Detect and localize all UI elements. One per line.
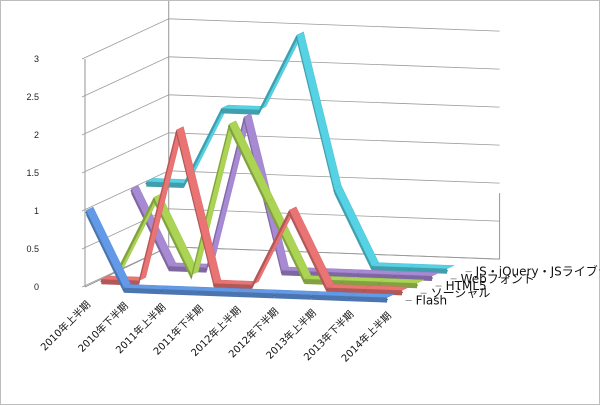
ribbon-front-face [266, 201, 305, 284]
ribbon-front-face [236, 292, 275, 299]
data-point [183, 184, 185, 186]
gridline [81, 208, 500, 250]
data-point [416, 284, 418, 287]
series-label: HTML5 [446, 279, 487, 293]
ribbon-front-face [311, 294, 350, 302]
data-point [160, 290, 163, 293]
ribbon-front-face [123, 287, 162, 295]
data-point [168, 267, 170, 270]
ribbon-front-face [153, 197, 192, 280]
y-tick-label: 0.5 [26, 244, 39, 254]
y-tick-label: 0 [34, 282, 39, 292]
data-point [378, 283, 381, 285]
data-point [258, 111, 260, 113]
ribbon-front-face [259, 35, 297, 115]
data-point [190, 276, 193, 278]
ribbon-front-face [221, 108, 260, 115]
data-point [303, 280, 306, 282]
data-point [371, 267, 373, 269]
data-point [213, 284, 215, 287]
data-point [408, 268, 411, 271]
gridline [81, 132, 500, 174]
data-point [265, 202, 268, 205]
ribbon-front-face [86, 210, 124, 293]
data-point [431, 277, 433, 279]
series-label: JS・jQuery・JSライブラリ [475, 264, 600, 279]
data-point [243, 118, 245, 120]
data-point [138, 281, 140, 284]
series-ribbon [85, 206, 395, 303]
ribbon-front-face [138, 130, 177, 286]
gridline [81, 56, 500, 98]
data-point [386, 298, 388, 301]
x-axis-categories: 2010年上半期2010年下半期2011年上半期2011年下半期2012年上半期… [38, 298, 394, 365]
data-point [205, 268, 208, 271]
data-point [100, 280, 103, 283]
ribbon-front-face [176, 130, 215, 289]
data-point [446, 270, 448, 272]
ribbon-front-face [161, 289, 200, 296]
gridlines [81, 18, 500, 288]
series-ribbon [100, 126, 410, 296]
data-point [250, 286, 253, 288]
ribbon-front-face [199, 290, 237, 297]
data-point [235, 293, 238, 295]
ribbon-front-face [289, 210, 327, 293]
y-tick-label: 2 [34, 130, 39, 140]
series-label: ソーシャル [431, 286, 491, 300]
data-point [393, 275, 396, 278]
ribbon-front-face [296, 35, 335, 194]
data-point [198, 291, 200, 294]
data-point [333, 189, 336, 192]
data-point [273, 294, 276, 297]
gridline [81, 246, 500, 288]
y-tick-label: 1.5 [26, 168, 39, 178]
data-point [356, 274, 358, 277]
data-point [130, 190, 133, 192]
data-point [311, 296, 313, 298]
data-point [348, 297, 351, 300]
data-point [280, 271, 283, 274]
ribbon-front-face [131, 188, 169, 272]
ribbon-front-face [349, 296, 388, 303]
data-point [123, 289, 125, 291]
data-point [85, 211, 88, 214]
ribbon-front-face [274, 293, 312, 300]
data-point [295, 36, 298, 38]
y-axis-ticks: 0 0.5 1 1.5 2 2.5 3 [26, 54, 39, 292]
data-point [326, 288, 328, 291]
data-point [341, 281, 343, 284]
ribbon-front-face [206, 117, 245, 273]
ribbon-front-face [229, 124, 267, 207]
ribbon-front-face [116, 197, 154, 277]
series-label: Flash [416, 293, 447, 307]
data-point [145, 182, 148, 185]
data-point [175, 131, 178, 133]
data-point [220, 109, 223, 112]
data-point [153, 198, 155, 201]
y-tick-label: 2.5 [26, 92, 39, 102]
ribbon-front-face [191, 124, 230, 280]
data-point [288, 211, 291, 213]
series-ribbons [85, 31, 455, 303]
data-point [228, 125, 230, 127]
ribbon-front-face [334, 188, 372, 271]
series-label: Webフォント [461, 272, 535, 286]
data-point [401, 291, 403, 294]
y-tick-label: 3 [34, 54, 39, 64]
gridline [81, 18, 500, 60]
ribbon-front-face [251, 210, 290, 290]
ribbon-top-face [296, 31, 342, 189]
gridline [81, 94, 500, 136]
series-ribbon [145, 31, 455, 274]
y-tick-label: 1 [34, 206, 39, 216]
data-point [363, 290, 366, 292]
